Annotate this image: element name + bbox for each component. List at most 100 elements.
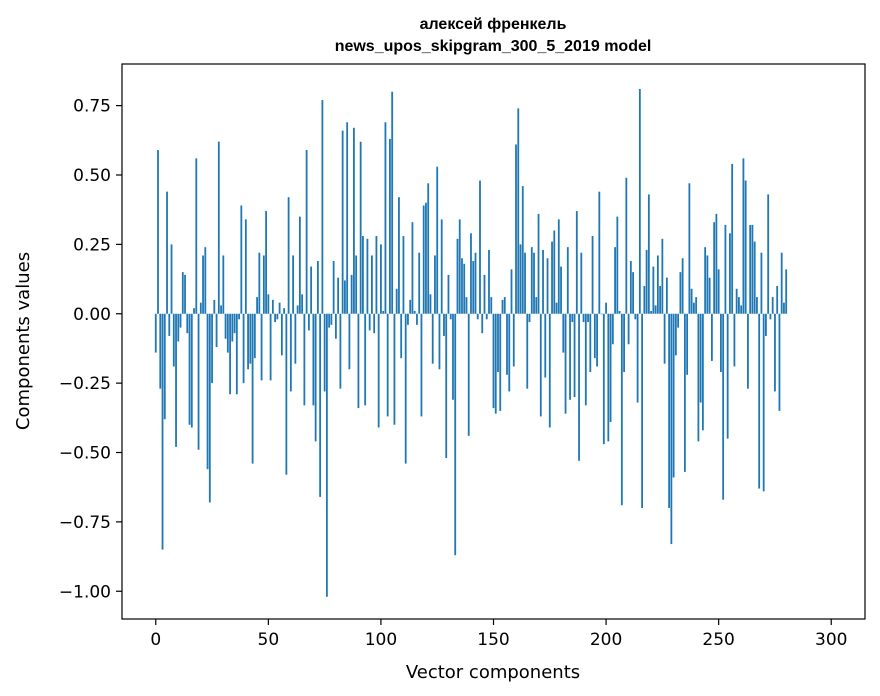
bar xyxy=(711,313,713,361)
bar xyxy=(708,277,711,314)
bar xyxy=(402,236,405,314)
bar xyxy=(409,299,412,314)
bar xyxy=(614,247,616,314)
bar xyxy=(434,255,436,314)
bar xyxy=(422,205,425,314)
bar xyxy=(425,202,427,314)
y-tick-label: 0.00 xyxy=(73,305,111,325)
bar xyxy=(483,274,486,314)
bar xyxy=(298,216,301,314)
bar xyxy=(578,313,580,461)
bar xyxy=(706,255,709,314)
bar xyxy=(357,313,360,409)
bar xyxy=(476,313,479,320)
bar xyxy=(181,272,184,314)
bar xyxy=(753,241,756,314)
bar xyxy=(348,313,351,370)
bar xyxy=(431,313,434,364)
bar xyxy=(235,313,238,395)
bar xyxy=(213,299,216,314)
bar xyxy=(328,313,331,328)
bar xyxy=(602,313,605,445)
bar xyxy=(499,313,502,411)
x-tick-label: 150 xyxy=(477,630,509,650)
bar xyxy=(762,313,765,492)
bar xyxy=(481,313,484,334)
bar xyxy=(276,313,279,320)
bar xyxy=(179,313,182,328)
bar xyxy=(751,224,754,314)
bar xyxy=(623,313,625,373)
x-tick-label: 100 xyxy=(365,630,397,650)
bar xyxy=(323,313,326,392)
bar xyxy=(546,258,549,314)
bar xyxy=(692,302,695,314)
bar xyxy=(778,313,781,411)
bar xyxy=(629,261,632,314)
bar xyxy=(465,297,468,314)
bar xyxy=(400,313,403,359)
bar xyxy=(226,313,229,353)
bar xyxy=(539,313,542,417)
y-tick-label: 0.50 xyxy=(73,166,111,186)
plot-frame xyxy=(121,63,866,620)
bar xyxy=(776,286,779,314)
bar xyxy=(672,313,675,478)
bar xyxy=(440,219,443,314)
bar xyxy=(470,233,472,314)
bar xyxy=(184,274,186,314)
bar xyxy=(744,180,747,314)
bar xyxy=(233,313,236,334)
bar xyxy=(510,269,513,314)
bar xyxy=(391,91,394,314)
bar xyxy=(580,252,583,314)
bar xyxy=(512,313,515,367)
bar xyxy=(783,302,785,314)
bar xyxy=(717,269,720,314)
bar xyxy=(337,277,340,314)
bar xyxy=(600,313,603,315)
bar xyxy=(247,313,249,370)
bar xyxy=(616,216,619,314)
bar xyxy=(407,313,409,325)
bar xyxy=(485,313,488,320)
bar xyxy=(528,313,531,323)
bar xyxy=(389,138,391,314)
bar xyxy=(274,313,276,323)
bar xyxy=(731,163,734,314)
bar xyxy=(161,313,164,550)
bar xyxy=(533,252,535,314)
bar xyxy=(346,122,349,314)
bar xyxy=(224,313,227,339)
bar xyxy=(344,280,346,314)
bar xyxy=(652,266,655,314)
bar xyxy=(472,261,475,314)
bar xyxy=(544,313,547,378)
bar xyxy=(253,313,256,359)
bar xyxy=(722,313,725,500)
bar xyxy=(418,252,421,314)
bar xyxy=(503,297,506,314)
bar xyxy=(625,177,628,314)
bar xyxy=(679,272,682,314)
bar xyxy=(638,88,641,314)
bar xyxy=(605,302,607,314)
bar xyxy=(674,313,677,356)
bar xyxy=(765,313,767,336)
bar xyxy=(620,313,623,506)
bar xyxy=(551,241,553,314)
bar xyxy=(303,313,306,406)
bar xyxy=(330,313,333,325)
bar xyxy=(769,313,772,320)
bar xyxy=(492,313,495,409)
bar xyxy=(260,313,263,381)
bar xyxy=(429,294,432,314)
bar xyxy=(220,305,222,314)
bar xyxy=(497,313,499,373)
bar xyxy=(371,255,373,314)
bar xyxy=(490,297,493,314)
bar xyxy=(733,313,736,367)
bar xyxy=(438,313,441,370)
bar xyxy=(589,313,592,373)
bar xyxy=(609,313,612,422)
